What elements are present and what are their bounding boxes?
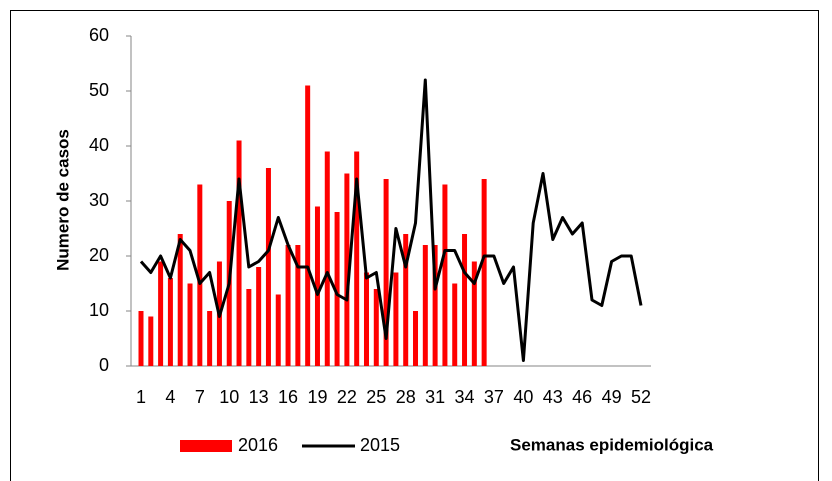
bar xyxy=(481,179,487,366)
bar xyxy=(442,184,448,366)
bar xyxy=(167,278,173,366)
bar xyxy=(148,316,154,366)
x-tick-label: 10 xyxy=(219,387,239,407)
line xyxy=(139,78,643,362)
y-tick-label: 30 xyxy=(89,190,109,210)
x-tick-label: 22 xyxy=(337,387,357,407)
y-tick-label: 40 xyxy=(89,135,109,155)
x-axis-title: Semanas epidemiológica xyxy=(510,435,714,454)
bar xyxy=(314,206,320,366)
bar xyxy=(285,245,291,366)
legend-label: 2016 xyxy=(238,435,278,455)
x-tick-label: 1 xyxy=(136,387,146,407)
bar xyxy=(256,267,262,366)
bar xyxy=(403,234,409,366)
x-tick-label: 13 xyxy=(249,387,269,407)
bar xyxy=(462,234,468,366)
x-tick-label: 16 xyxy=(278,387,298,407)
bar xyxy=(187,283,193,366)
bar xyxy=(138,311,144,366)
bar xyxy=(236,140,242,366)
bar xyxy=(334,212,340,366)
chart-frame xyxy=(10,10,819,481)
bar xyxy=(324,151,330,366)
x-tick-label: 40 xyxy=(513,387,533,407)
y-tick-label: 60 xyxy=(89,25,109,45)
bar xyxy=(354,151,360,366)
y-tick-label: 20 xyxy=(89,245,109,265)
bar xyxy=(344,173,350,366)
bar xyxy=(207,311,213,366)
bar xyxy=(177,234,183,366)
bar xyxy=(422,245,428,366)
x-tick-label: 4 xyxy=(165,387,175,407)
x-tick-label: 31 xyxy=(425,387,445,407)
x-tick-label: 49 xyxy=(602,387,622,407)
x-tick-label: 28 xyxy=(396,387,416,407)
bar xyxy=(197,184,203,366)
x-tick-label: 7 xyxy=(195,387,205,407)
x-tick-label: 52 xyxy=(631,387,651,407)
bar xyxy=(158,261,164,366)
bar xyxy=(275,294,281,366)
bar xyxy=(295,245,301,366)
bar xyxy=(471,261,477,366)
bar xyxy=(363,272,369,366)
bar xyxy=(432,245,438,366)
x-tick-label: 19 xyxy=(307,387,327,407)
bar xyxy=(452,283,458,366)
bar xyxy=(413,311,419,366)
y-tick-label: 10 xyxy=(89,300,109,320)
x-tick-label: 25 xyxy=(366,387,386,407)
x-tick-label: 46 xyxy=(572,387,592,407)
y-axis-title: Numero de casos xyxy=(53,129,72,271)
bar xyxy=(246,289,252,366)
y-tick-label: 0 xyxy=(99,355,109,375)
bar xyxy=(393,272,399,366)
y-tick-label: 50 xyxy=(89,80,109,100)
x-tick-label: 37 xyxy=(484,387,504,407)
bar xyxy=(265,168,271,366)
bar xyxy=(373,289,379,366)
bar xyxy=(383,179,389,366)
x-tick-label: 34 xyxy=(455,387,475,407)
legend-label: 2015 xyxy=(360,435,400,455)
legend-swatch xyxy=(180,440,232,452)
x-tick-label: 43 xyxy=(543,387,563,407)
bar xyxy=(305,85,311,366)
